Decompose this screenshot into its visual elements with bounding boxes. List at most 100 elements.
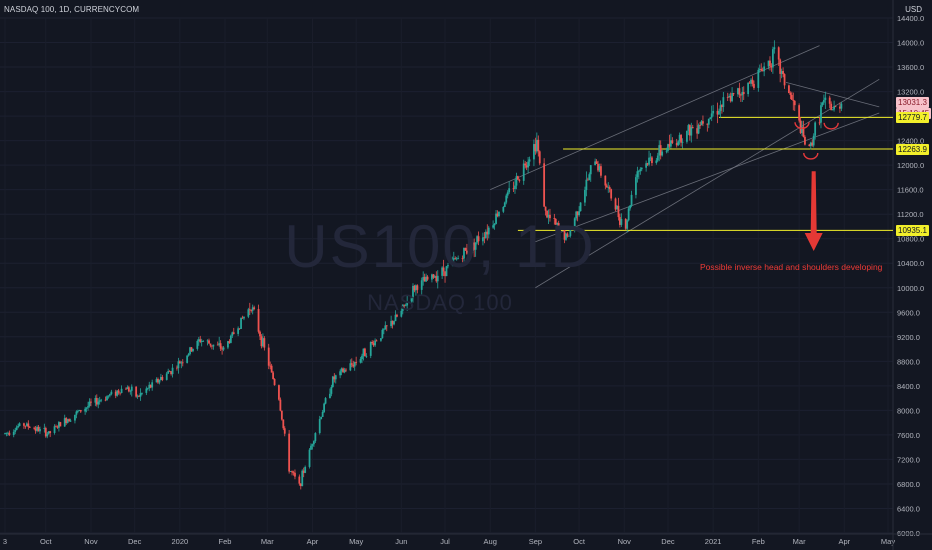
candle-body	[738, 88, 741, 95]
y-tick-label: 9600.0	[897, 308, 920, 317]
candle-body	[425, 276, 428, 282]
candle-body	[840, 103, 843, 109]
candle-body	[788, 85, 790, 94]
candle-body	[535, 139, 538, 152]
candle-body	[69, 420, 72, 422]
candle-body	[333, 376, 336, 380]
x-tick-label: Sep	[529, 537, 542, 546]
candle-body	[793, 100, 796, 106]
candle-body	[196, 340, 199, 349]
candle-body	[594, 161, 597, 166]
candle-body	[771, 49, 774, 68]
candle-body	[495, 213, 497, 224]
candle-body	[151, 382, 154, 388]
candle-body	[783, 74, 786, 86]
candle-body	[617, 205, 620, 218]
price-tag: 10935.1	[896, 225, 929, 237]
candle-body	[94, 397, 97, 403]
candle-body	[167, 371, 170, 374]
candle-body	[658, 145, 661, 156]
candle-body	[200, 341, 203, 343]
x-tick-label: May	[349, 537, 363, 546]
candle-body	[107, 395, 110, 397]
candle-body	[192, 348, 194, 352]
candle-body	[645, 163, 648, 168]
y-tick-label: 14400.0	[897, 14, 924, 23]
candle-body	[362, 348, 365, 356]
candle-body	[272, 372, 275, 379]
candle-body	[211, 345, 213, 347]
candle-body	[401, 304, 404, 311]
candle-body	[447, 265, 449, 267]
candle-body	[365, 355, 368, 357]
candle-body	[770, 65, 773, 68]
candle-body	[17, 425, 20, 428]
candle-body	[74, 414, 76, 421]
candle-body	[33, 427, 36, 429]
candle-body	[566, 233, 569, 237]
candle-body	[25, 423, 28, 426]
candle-body	[85, 407, 88, 409]
candle-body	[557, 223, 560, 229]
candle-body	[505, 195, 508, 203]
candle-body	[753, 83, 755, 88]
candle-body	[138, 395, 140, 397]
candle-body	[610, 189, 613, 199]
price-tag: 12779.7	[896, 112, 929, 124]
candle-body	[267, 347, 270, 366]
candle-body	[707, 118, 710, 125]
candle-body	[318, 419, 321, 434]
candle-body	[687, 125, 690, 131]
candle-body	[187, 353, 190, 356]
candle-body	[648, 157, 650, 165]
candle-body	[547, 214, 550, 218]
candle-body	[171, 367, 174, 375]
candle-body	[63, 418, 66, 427]
candle-body	[696, 128, 699, 134]
candle-body	[292, 472, 295, 474]
candle-body	[710, 113, 713, 118]
candle-body	[301, 470, 304, 487]
candle-body	[690, 127, 693, 136]
y-tick-label: 13600.0	[897, 63, 924, 72]
channel-line	[785, 81, 880, 108]
candle-body	[359, 359, 362, 363]
candle-body	[830, 103, 833, 111]
candle-body	[44, 427, 47, 437]
candle-body	[79, 409, 82, 412]
candle-body	[311, 444, 314, 446]
candle-body	[809, 142, 812, 147]
candle-body	[818, 122, 821, 124]
candle-body	[780, 71, 783, 74]
candle-body	[340, 368, 343, 372]
candle-body	[331, 376, 334, 387]
y-tick-label: 6800.0	[897, 480, 920, 489]
candle-body	[412, 285, 414, 298]
candle-body	[106, 396, 108, 401]
candle-body	[34, 428, 37, 431]
candle-body	[543, 163, 546, 207]
candle-body	[56, 426, 59, 428]
candle-body	[355, 362, 358, 363]
y-tick-label: 9200.0	[897, 333, 920, 342]
candle-body	[250, 310, 253, 311]
candle-body	[833, 106, 835, 110]
candle-body	[157, 378, 159, 383]
candle-body	[168, 371, 171, 372]
candle-body	[59, 422, 62, 427]
candle-body	[553, 218, 556, 220]
candle-body	[726, 97, 729, 98]
candle-body	[410, 297, 413, 302]
candle-body	[502, 206, 505, 212]
price-tag: 13031.3	[896, 96, 929, 108]
y-tick-label: 7600.0	[897, 431, 920, 440]
pattern-arc	[794, 122, 810, 129]
candle-body	[4, 433, 6, 435]
candle-body	[176, 367, 178, 369]
candle-body	[109, 394, 111, 396]
candle-body	[549, 214, 551, 219]
candle-body	[87, 406, 89, 408]
candle-body	[656, 155, 659, 161]
candle-body	[202, 341, 205, 342]
